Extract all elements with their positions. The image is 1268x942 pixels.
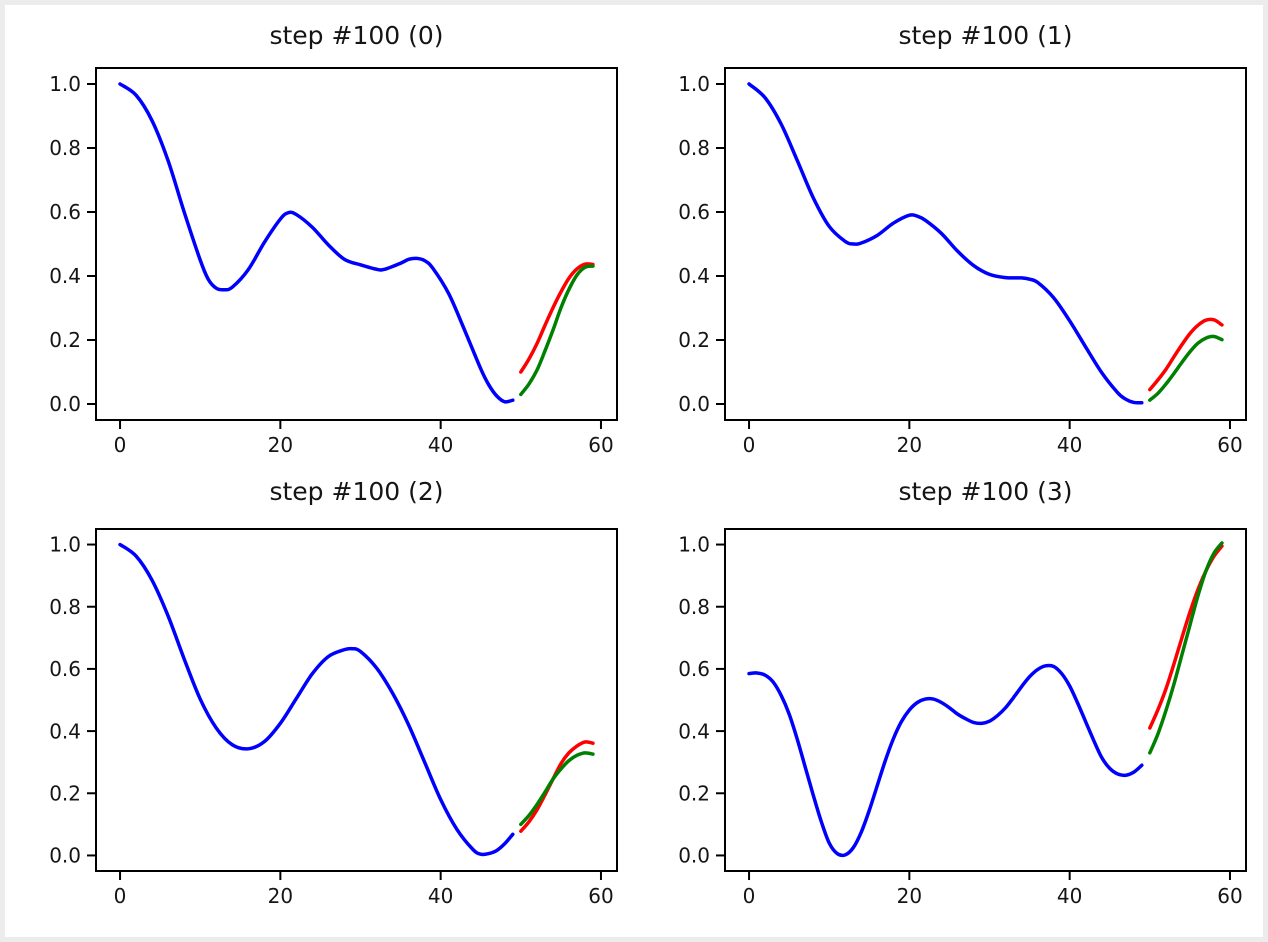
x-tick-label: 0 — [743, 433, 756, 457]
y-tick-label: 0.6 — [678, 657, 710, 681]
y-tick-label: 1.0 — [678, 72, 710, 96]
y-tick-label: 0.4 — [678, 264, 710, 288]
blue-series-curve — [118, 542, 515, 857]
y-tick-label: 0.0 — [678, 392, 710, 416]
subplot-3: 0 20 40 60 0.0 0.2 0.4 0.6 0.8 1.0 step #100 (3) — [634, 471, 1263, 937]
red-series-curve — [519, 740, 595, 833]
subplot-title: step #100 (3) — [898, 477, 1073, 506]
y-tick-label: 0.8 — [678, 595, 710, 619]
y-tick-label: 0.4 — [49, 719, 81, 743]
subplot-title: step #100 (2) — [269, 477, 444, 506]
green-series-curve — [519, 264, 595, 397]
y-tick-label: 0.2 — [49, 781, 81, 805]
y-tick-label: 0.8 — [49, 595, 81, 619]
subplot-canvas: 0 20 40 60 0.0 0.2 0.4 0.6 0.8 1.0 — [678, 528, 1247, 908]
x-tick-label: 20 — [268, 884, 293, 908]
y-tick-label: 0.8 — [49, 136, 81, 160]
x-tick-label: 0 — [114, 433, 127, 457]
x-tick-label: 0 — [114, 884, 127, 908]
subplot-2: 0 20 40 60 0.0 0.2 0.4 0.6 0.8 1.0 step #100 (2) — [5, 471, 634, 937]
x-tick-label: 60 — [588, 884, 613, 908]
subplot-canvas: 0 20 40 60 0.0 0.2 0.4 0.6 0.8 1.0 — [678, 67, 1247, 457]
y-tick-label: 0.2 — [678, 781, 710, 805]
y-tick-label: 0.4 — [678, 719, 710, 743]
x-tick-label: 0 — [743, 884, 756, 908]
y-tick-label: 1.0 — [678, 533, 710, 557]
x-tick-label: 40 — [1057, 433, 1082, 457]
axes-frame — [95, 67, 618, 421]
y-tick-label: 1.0 — [49, 533, 81, 557]
x-tick-label: 40 — [428, 884, 453, 908]
y-tick-label: 0.2 — [49, 328, 81, 352]
blue-series-curve — [747, 663, 1144, 858]
subplot-title: step #100 (0) — [269, 21, 444, 50]
green-series-curve — [1148, 334, 1224, 402]
green-series-curve — [519, 751, 595, 827]
x-tick-label: 40 — [1057, 884, 1082, 908]
figure-canvas: 0 20 40 60 0.0 0.2 0.4 0.6 0.8 1.0 step #100 (0) … — [5, 5, 1263, 937]
y-tick-label: 0.0 — [49, 844, 81, 868]
x-tick-label: 20 — [268, 433, 293, 457]
y-tick-label: 0.4 — [49, 264, 81, 288]
x-tick-label: 20 — [897, 433, 922, 457]
y-tick-label: 0.0 — [678, 844, 710, 868]
blue-series-curve — [118, 82, 515, 404]
subplot-canvas: 0 20 40 60 0.0 0.2 0.4 0.6 0.8 1.0 — [49, 67, 618, 457]
blue-series-curve — [747, 82, 1144, 405]
red-series-curve — [1148, 317, 1224, 392]
y-tick-label: 0.8 — [678, 136, 710, 160]
axes-frame — [724, 528, 1247, 872]
y-tick-label: 0.6 — [49, 200, 81, 224]
x-tick-label: 40 — [428, 433, 453, 457]
green-series-curve — [1148, 541, 1224, 755]
axes-frame — [95, 528, 618, 872]
y-tick-label: 0.2 — [678, 328, 710, 352]
y-tick-label: 0.0 — [49, 392, 81, 416]
subplot-0: 0 20 40 60 0.0 0.2 0.4 0.6 0.8 1.0 step #100 (0) — [5, 5, 634, 471]
x-tick-label: 60 — [1217, 433, 1242, 457]
y-tick-label: 0.6 — [678, 200, 710, 224]
x-tick-label: 60 — [588, 433, 613, 457]
subplot-title: step #100 (1) — [898, 21, 1073, 50]
y-tick-label: 0.6 — [49, 657, 81, 681]
axes-frame — [724, 67, 1247, 421]
subplot-canvas: 0 20 40 60 0.0 0.2 0.4 0.6 0.8 1.0 — [49, 528, 618, 908]
y-tick-label: 1.0 — [49, 72, 81, 96]
x-tick-label: 60 — [1217, 884, 1242, 908]
subplot-1: 0 20 40 60 0.0 0.2 0.4 0.6 0.8 1.0 step #100 (1) — [634, 5, 1263, 471]
red-series-curve — [519, 262, 595, 374]
x-tick-label: 20 — [897, 884, 922, 908]
